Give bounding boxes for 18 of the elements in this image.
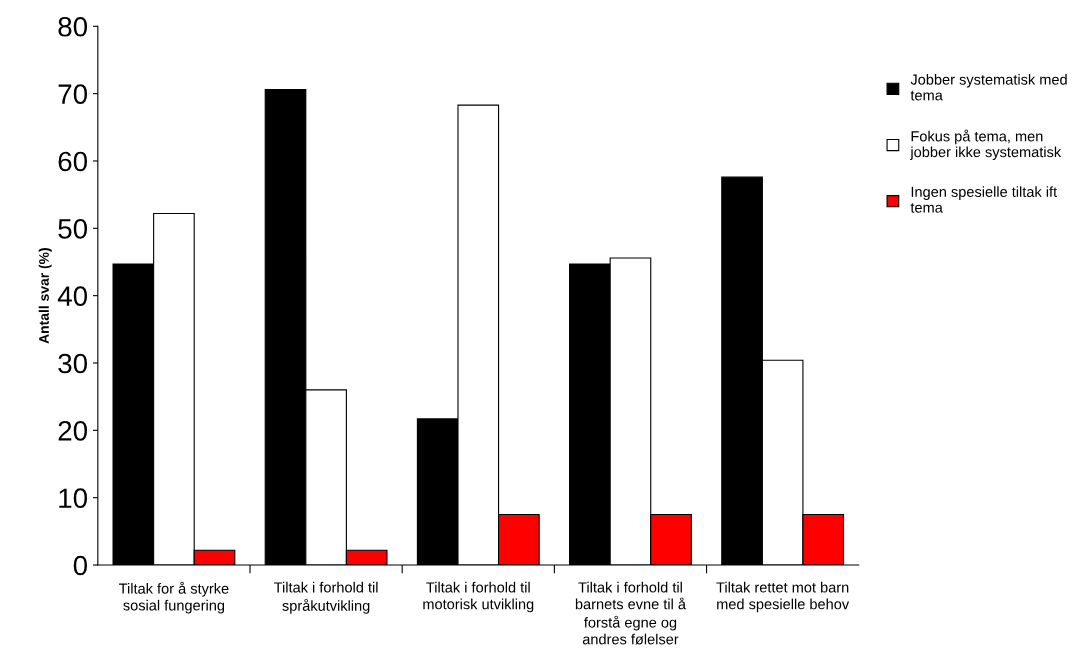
y-tick-label: 40 [57,286,88,306]
y-tick-label: 80 [58,16,88,37]
x-tick-label: Tiltak for å styrke sosial fungering [119,581,229,614]
legend-label: Jobber systematisk med tema [910,74,1067,101]
y-tick-label: 10 [59,488,88,509]
y-tick-label: 50 [58,218,88,239]
legend-label: Ingen spesielle tiltak ift tema [910,186,1058,213]
y-tick-label: 70 [58,84,88,104]
x-tick-label: Tiltak rettet mot barn med spesielle behov [716,581,850,613]
x-tick-label: Tiltak i forhold til barnets evne til å forstå egne og andres følelser [575,581,686,645]
x-tick-label: Tiltak i forhold til språkutvikling [274,581,378,614]
y-tick-label: 20 [58,421,88,441]
x-tick-label: Tiltak i forhold til motorisk utvikling [423,581,534,613]
y-tick-label: 60 [58,151,88,172]
legend-label: Fokus på tema, men jobber ikke systematisk [910,129,1062,161]
y-axis-title: Antall svar (%) [38,248,52,344]
y-tick-label: 0 [73,555,88,576]
y-tick-label: 30 [58,353,88,374]
